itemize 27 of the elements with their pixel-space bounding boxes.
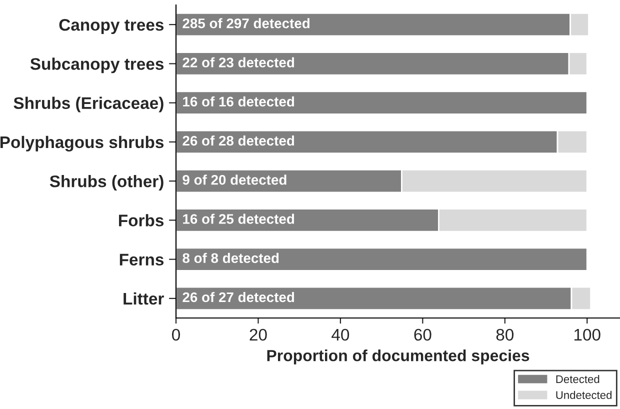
annotation: 22 of 23 detected	[182, 57, 294, 68]
y-tick-label: Subcanopy trees	[30, 58, 164, 74]
annotation: 285 of 297 detected	[182, 18, 310, 28]
y-tick-label: Shrubs (other)	[50, 175, 164, 191]
x-tick-label: 100	[574, 328, 600, 341]
annotation: 26 of 28 detected	[182, 135, 294, 146]
x-tick-label: 0	[172, 328, 180, 341]
annotation: 9 of 20 detected	[182, 174, 286, 185]
x-axis-title: Proportion of documented species	[267, 350, 530, 364]
annotation: 26 of 27 detected	[182, 292, 294, 302]
bar	[176, 247, 588, 272]
y-tick-label: Litter	[124, 292, 164, 305]
y-tick-label: Polyphagous shrubs	[0, 136, 164, 152]
x-tick-label: 80	[496, 328, 514, 341]
legend-label: Undetected	[556, 390, 612, 400]
annotation: 16 of 16 detected	[183, 96, 294, 107]
annotation: 16 of 25 detected	[183, 214, 294, 224]
x-tick-label: 40	[332, 328, 350, 341]
y-tick-label: Ferns	[120, 254, 164, 266]
x-tick-label: 60	[414, 328, 432, 341]
annotation: 8 of 8 detected	[182, 252, 279, 264]
x-tick-label: 20	[250, 328, 267, 341]
y-tick-label: Shrubs (Ericaceae)	[14, 96, 164, 112]
y-tick-label: Canopy trees	[59, 18, 164, 34]
bar	[176, 90, 588, 115]
legend-label: Detected	[556, 374, 600, 384]
y-tick-label: Forbs	[119, 214, 164, 226]
